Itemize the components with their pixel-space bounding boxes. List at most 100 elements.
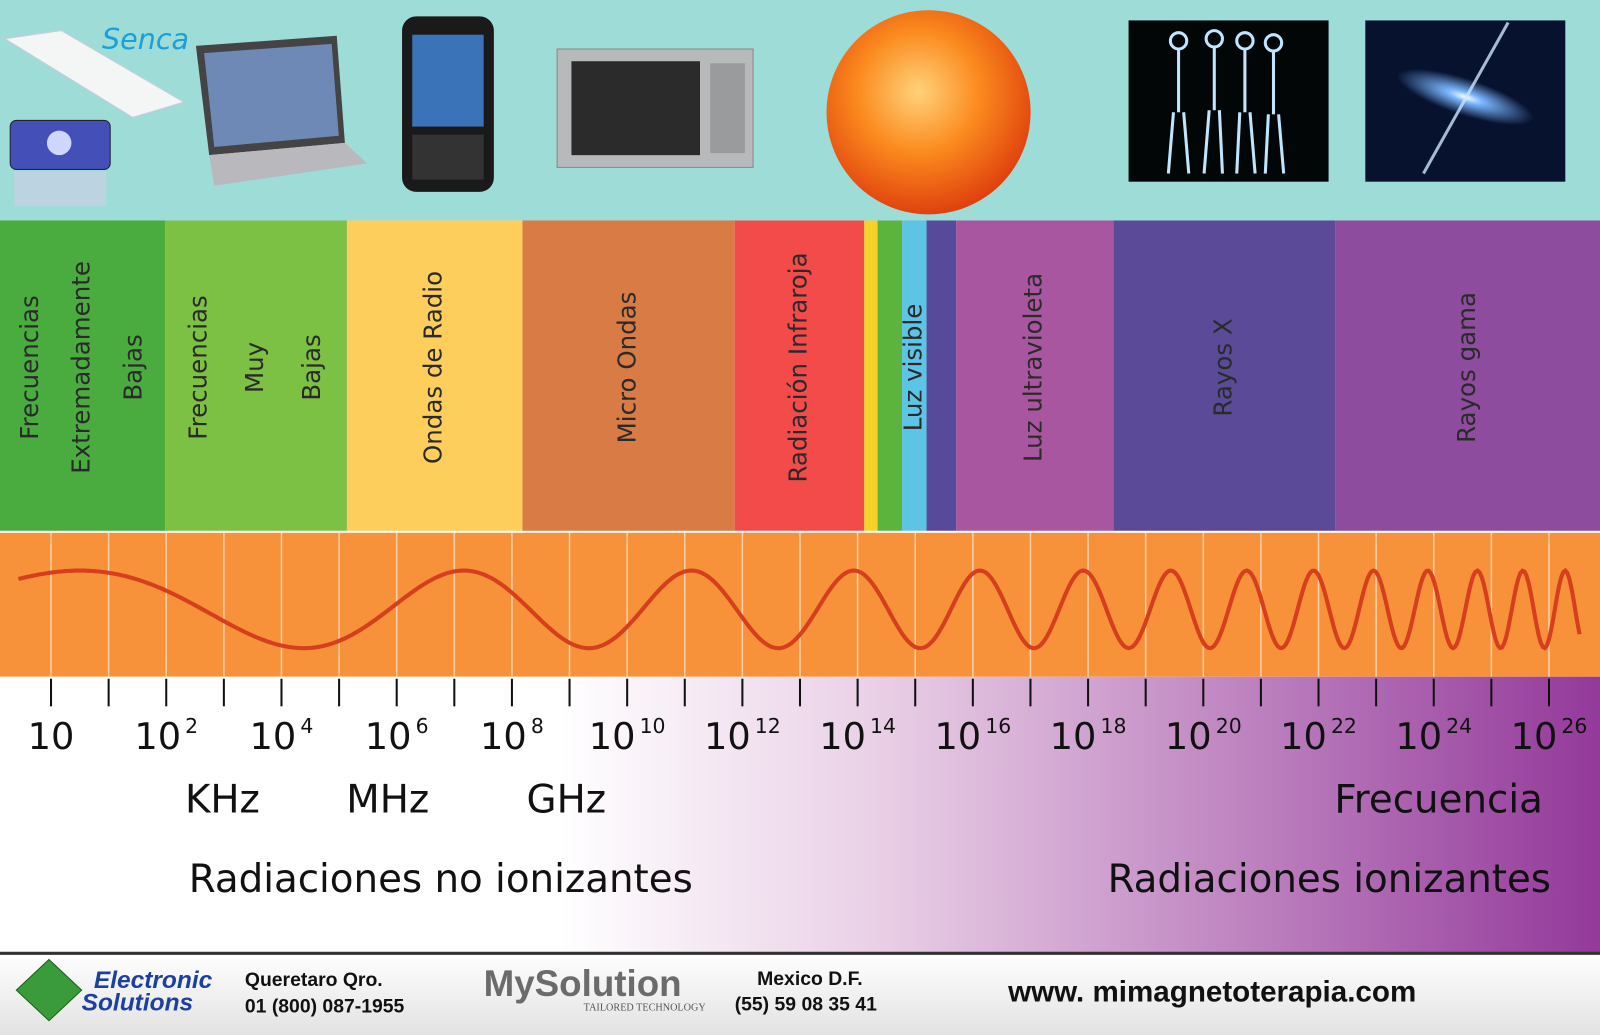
band-label: Ondas de Radio xyxy=(419,271,448,464)
phone-screen xyxy=(412,34,484,127)
scale-label-base: 10 xyxy=(28,715,75,758)
scale-label: 10 4 xyxy=(250,714,314,758)
band-label: Radiación Infraroja xyxy=(783,252,812,482)
website: www. mimagnetoterapia.com xyxy=(1007,975,1416,1008)
skeletons xyxy=(1166,29,1286,174)
company-name: Electronic xyxy=(94,967,213,994)
microwave xyxy=(556,48,754,168)
scale-label: 10 24 xyxy=(1395,714,1472,758)
company-name: Solutions xyxy=(82,989,194,1016)
band-label: Bajas xyxy=(297,334,326,400)
axis-label: Frecuencia xyxy=(1334,777,1543,822)
scale-label-exponent: 20 xyxy=(1216,714,1242,738)
band-label: Frecuencias xyxy=(15,295,44,440)
scale-label-exponent: 2 xyxy=(185,714,198,738)
band-label: Frecuencias xyxy=(183,295,212,440)
scale-label-exponent: 14 xyxy=(870,714,896,738)
scale-label: 10 26 xyxy=(1511,714,1588,758)
xray-background xyxy=(1128,20,1329,182)
band xyxy=(734,220,865,531)
band xyxy=(956,220,1114,531)
laptop-base xyxy=(209,142,368,186)
scale-label-base: 10 xyxy=(250,715,297,758)
scale-label-base: 10 xyxy=(934,715,981,758)
visible-green-stripe xyxy=(877,220,903,531)
wave-grid xyxy=(50,532,1550,677)
scale-label: 10 6 xyxy=(365,714,429,758)
partner-tagline: TAILORED TECHNOLOGY xyxy=(584,1003,707,1014)
laptop-screen xyxy=(204,43,339,147)
scale-label: 10 2 xyxy=(134,714,198,758)
device-knob xyxy=(46,130,72,156)
band xyxy=(165,220,347,531)
scale-label: 10 16 xyxy=(934,714,1011,758)
scale-label-exponent: 18 xyxy=(1100,714,1126,738)
scale-label-exponent: 24 xyxy=(1446,714,1472,738)
galaxy-image xyxy=(1365,20,1566,182)
galaxy-jet xyxy=(1422,21,1510,175)
scale-label: 10 8 xyxy=(480,714,544,758)
band xyxy=(1113,220,1336,531)
unit-label: MHz xyxy=(346,777,429,822)
scale-label-base: 10 xyxy=(589,715,636,758)
scale-label: 10 10 xyxy=(589,714,666,758)
scale-label-base: 10 xyxy=(1511,715,1558,758)
scale-label: 10 xyxy=(28,715,75,758)
visible-yellow-stripe xyxy=(864,220,878,531)
scale-label-base: 10 xyxy=(1050,715,1097,758)
band xyxy=(522,220,735,531)
scale-label-base: 10 xyxy=(365,715,412,758)
phone-keyboard xyxy=(412,134,484,180)
footer xyxy=(0,952,1600,1035)
scale-label: 10 22 xyxy=(1280,714,1357,758)
region-label: Radiaciones ionizantes xyxy=(1108,857,1551,902)
scale-label-base: 10 xyxy=(704,715,751,758)
band xyxy=(902,220,927,531)
band xyxy=(0,220,166,531)
band-label: Micro Ondas xyxy=(613,292,642,444)
scale-label-exponent: 8 xyxy=(531,714,544,738)
mattress-device xyxy=(3,30,185,207)
band-label: Luz visible xyxy=(898,304,927,432)
scale-label-base: 10 xyxy=(1395,715,1442,758)
band-labels: Frecuencias Extremadamente Bajas Frecuencia… xyxy=(15,252,1481,482)
scale-label-exponent: 16 xyxy=(985,714,1011,738)
scale-label-exponent: 26 xyxy=(1561,714,1587,738)
band-label: Bajas xyxy=(118,334,147,400)
band xyxy=(346,220,523,531)
scale-labels: 10 10 2 10 4 10 6 10 8 10 10 10 12 10 14 10 16 10 18 10 20 10… xyxy=(28,714,1588,758)
partner-name: MySolution xyxy=(484,963,682,1004)
band xyxy=(1335,220,1600,531)
spectrum-bands xyxy=(0,220,1600,531)
sun xyxy=(826,10,1031,215)
scale-label: 10 14 xyxy=(819,714,896,758)
device-reflection xyxy=(14,171,107,207)
region-label: Radiaciones no ionizantes xyxy=(189,857,693,902)
scale-label-base: 10 xyxy=(1165,715,1212,758)
scale-label-base: 10 xyxy=(480,715,527,758)
office-city: Mexico D.F. xyxy=(757,968,863,990)
scale-label-exponent: 4 xyxy=(300,714,313,738)
scale-label-base: 10 xyxy=(134,715,181,758)
brand-logo: Senca xyxy=(102,22,189,56)
phone xyxy=(402,16,494,192)
scale-label: 10 12 xyxy=(704,714,781,758)
scale-label-exponent: 22 xyxy=(1331,714,1357,738)
band-label: Extremadamente xyxy=(67,261,96,474)
band-label: Rayos X xyxy=(1208,318,1237,417)
scale-label-base: 10 xyxy=(1280,715,1327,758)
office-city: Queretaro Qro. xyxy=(245,969,383,991)
mattress xyxy=(3,30,185,118)
microwave-door xyxy=(571,61,700,156)
laptop xyxy=(195,35,368,186)
scale-label-exponent: 12 xyxy=(755,714,781,738)
scale-label-exponent: 6 xyxy=(416,714,429,738)
band-label: Muy xyxy=(240,342,269,393)
scale-label-base: 10 xyxy=(819,715,866,758)
office-phone: 01 (800) 087-1955 xyxy=(245,996,405,1018)
ionizing-gradient xyxy=(0,676,1600,953)
scale-label: 10 20 xyxy=(1165,714,1242,758)
unit-label: KHz xyxy=(185,777,260,822)
